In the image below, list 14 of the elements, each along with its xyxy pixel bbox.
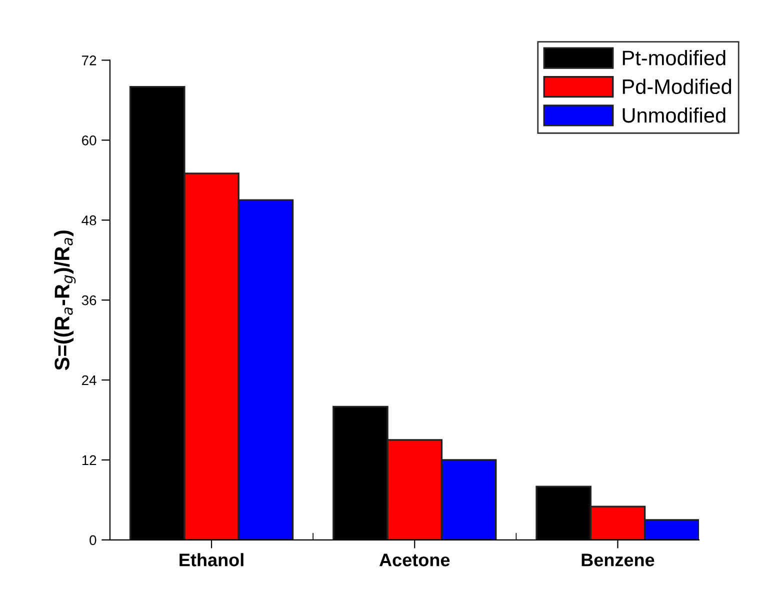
y-tick-label: 0 xyxy=(90,535,96,546)
x-tick-label: Acetone xyxy=(379,554,450,566)
legend-label: Unmodified xyxy=(622,107,726,123)
y-tick-label: 72 xyxy=(82,56,96,66)
y-tick-label: 24 xyxy=(82,375,96,386)
y-tick-label: 48 xyxy=(82,215,96,226)
y-axis-title: S=((R$_{a}$-R$_{g}$)/R$_{a}$) xyxy=(54,230,76,370)
y-tick-label: 36 xyxy=(82,295,96,306)
x-tick-label: Ethanol xyxy=(180,553,244,566)
legend-label: Pt-modified xyxy=(622,50,726,66)
x-tick-label: Benzene xyxy=(582,554,654,566)
legend-label: Pd-Modified xyxy=(622,78,732,94)
y-tick-label: 12 xyxy=(82,455,96,465)
y-tick-label: 60 xyxy=(82,135,96,146)
